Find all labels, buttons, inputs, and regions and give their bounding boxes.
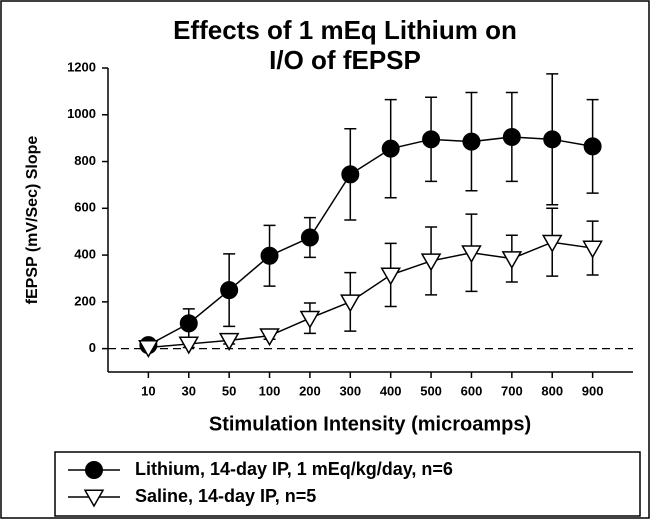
x-tick-label: 200: [299, 383, 321, 398]
x-tick-label: 300: [339, 383, 361, 398]
data-point: [582, 240, 603, 259]
x-tick-label: 500: [420, 383, 442, 398]
data-point: [299, 310, 321, 329]
data-point: [259, 328, 280, 347]
x-tick-label: 50: [222, 383, 236, 398]
y-tick-label: 1000: [67, 106, 96, 121]
data-point: [502, 127, 521, 146]
data-point: [461, 245, 482, 264]
y-tick-label: 200: [74, 293, 96, 308]
data-point: [340, 294, 361, 313]
y-tick-label: 0: [89, 340, 96, 355]
x-tick-label: 600: [461, 383, 483, 398]
legend-marker: [85, 461, 103, 479]
x-tick-label: 100: [259, 383, 281, 398]
chart-title: I/O of fEPSP: [269, 45, 421, 75]
x-tick-label: 700: [501, 383, 523, 398]
chart-title: Effects of 1 mEq Lithium on: [173, 15, 517, 45]
data-point: [138, 339, 159, 358]
data-point: [220, 281, 239, 300]
data-point: [380, 267, 401, 286]
x-axis-label: Stimulation Intensity (microamps): [209, 413, 531, 435]
x-tick-label: 400: [380, 383, 402, 398]
data-point: [178, 336, 200, 355]
y-axis-label: fEPSP (mV/Sec) Slope: [24, 136, 41, 305]
x-tick-label: 10: [141, 383, 155, 398]
data-point: [218, 332, 240, 351]
data-point: [462, 132, 481, 151]
y-tick-label: 400: [74, 247, 96, 262]
legend-label: Saline, 14-day IP, n=5: [135, 486, 316, 506]
data-point: [541, 234, 563, 253]
data-point: [381, 139, 400, 158]
data-point: [422, 130, 441, 149]
data-point: [300, 228, 319, 247]
data-point: [501, 251, 523, 270]
data-point: [179, 314, 198, 333]
data-point: [341, 165, 360, 184]
x-tick-label: 800: [541, 383, 563, 398]
legend-box: [54, 451, 641, 517]
legend-label: Lithium, 14-day IP, 1 mEq/kg/day, n=6: [135, 459, 453, 479]
y-tick-label: 1200: [67, 59, 96, 74]
data-point: [420, 253, 442, 272]
x-tick-label: 30: [182, 383, 196, 398]
data-point: [260, 246, 279, 265]
data-point: [583, 137, 602, 156]
y-tick-label: 600: [74, 200, 96, 215]
x-tick-label: 900: [582, 383, 604, 398]
y-tick-label: 800: [74, 153, 96, 168]
legend-marker: [83, 489, 105, 508]
data-point: [543, 130, 562, 149]
